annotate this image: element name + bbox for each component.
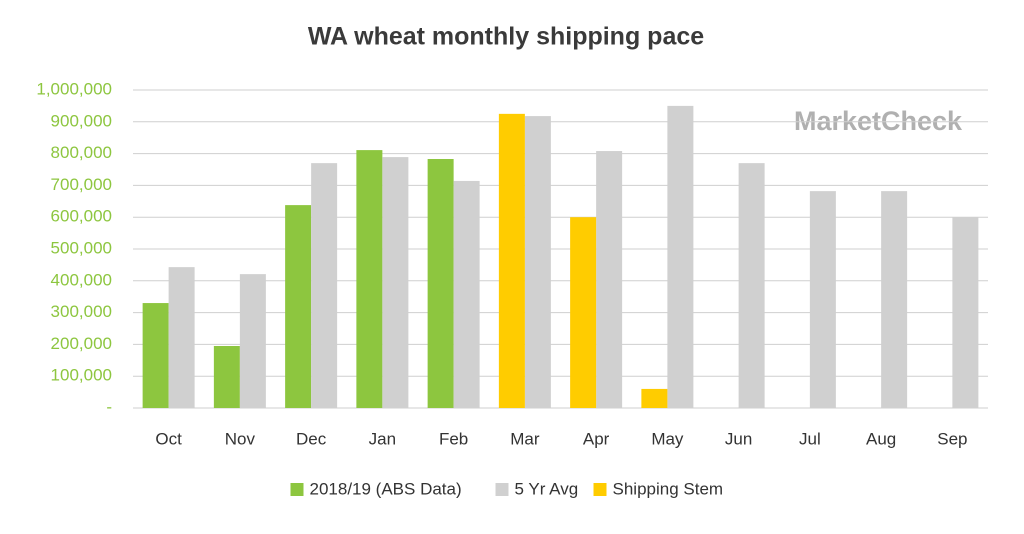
bar — [524, 116, 551, 409]
chart-title: WA wheat monthly shipping pace — [308, 23, 704, 51]
bar — [453, 180, 480, 408]
x-tick-label: Jul — [799, 429, 821, 448]
y-tick-label: 300,000 — [51, 302, 112, 321]
x-tick-label: Apr — [583, 429, 610, 448]
watermark: MarketCheck — [794, 106, 963, 136]
bar — [168, 267, 195, 408]
bar — [498, 113, 525, 408]
y-tick-label: 100,000 — [51, 366, 112, 385]
y-tick-label: - — [106, 397, 112, 416]
x-tick-label: Nov — [225, 429, 256, 448]
bar — [356, 150, 383, 409]
bar — [952, 217, 979, 408]
x-tick-label: Sep — [937, 429, 967, 448]
x-tick-label: Feb — [439, 429, 468, 448]
x-tick-label: Aug — [866, 429, 896, 448]
legend-swatch — [593, 483, 607, 496]
y-tick-label: 800,000 — [51, 143, 112, 162]
x-tick-label: Mar — [510, 429, 540, 448]
y-tick-label: 500,000 — [51, 238, 112, 257]
x-tick-label: May — [651, 429, 684, 448]
bar — [641, 388, 668, 408]
x-tick-label: Jan — [369, 429, 396, 448]
bar — [881, 191, 908, 408]
y-tick-label: 400,000 — [51, 270, 112, 289]
bar — [311, 163, 338, 408]
bar — [596, 151, 623, 408]
bar — [809, 191, 836, 408]
x-tick-label: Dec — [296, 429, 327, 448]
bar — [285, 205, 312, 408]
x-tick-label: Jun — [725, 429, 752, 448]
bar — [213, 345, 240, 408]
y-tick-label: 200,000 — [51, 334, 112, 353]
bar — [667, 105, 694, 409]
bar — [427, 159, 454, 408]
legend-swatch — [495, 483, 509, 496]
y-tick-label: 600,000 — [51, 207, 112, 226]
legend-label: 2018/19 (ABS Data) — [310, 479, 462, 498]
y-tick-label: 1,000,000 — [36, 79, 112, 98]
y-tick-label: 700,000 — [51, 175, 112, 194]
bar — [142, 303, 169, 408]
bar — [382, 157, 409, 408]
bar — [738, 163, 765, 408]
bar — [570, 217, 597, 408]
legend-swatch — [290, 483, 304, 496]
x-tick-label: Oct — [155, 429, 182, 448]
legend-label: Shipping Stem — [613, 479, 724, 498]
bar — [239, 274, 266, 408]
y-tick-label: 900,000 — [51, 111, 112, 130]
legend-label: 5 Yr Avg — [515, 479, 579, 498]
